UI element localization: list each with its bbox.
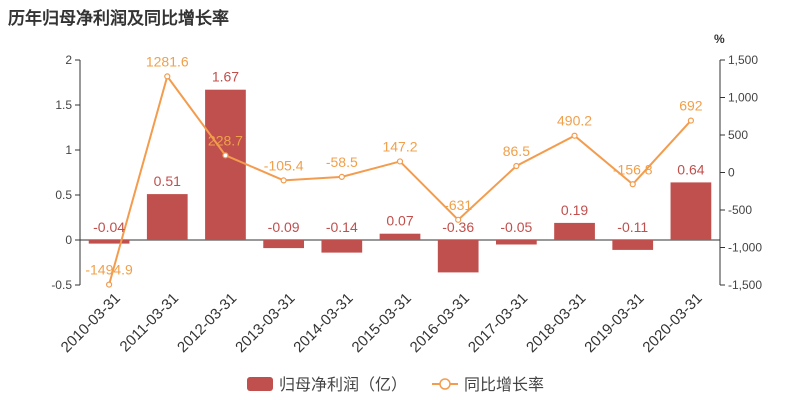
bar: [670, 182, 712, 240]
left-tick-label: 2: [65, 53, 72, 67]
right-tick-label: -500: [728, 203, 752, 217]
legend-bar-swatch: [247, 377, 273, 391]
line-value-label: 692: [679, 98, 703, 114]
line-value-label: -1494.9: [85, 262, 133, 278]
bar: [146, 194, 188, 240]
legend-line-label: 同比增长率: [464, 376, 544, 394]
x-tick-label: 2017-03-31: [465, 290, 531, 356]
right-tick-label: -1,500: [728, 278, 762, 292]
bar-value-label: 0.07: [386, 213, 413, 229]
bar-value-label: -0.11: [617, 219, 648, 235]
line-value-label: 1281.6: [146, 53, 189, 69]
line-point: [222, 152, 229, 159]
line-point: [455, 216, 462, 223]
line-point: [513, 162, 520, 170]
left-tick-label: 1: [65, 143, 72, 157]
x-tick-label: 2013-03-31: [232, 290, 298, 356]
bar: [263, 240, 304, 249]
line-point: [338, 173, 345, 180]
bar: [554, 222, 595, 240]
x-tick-label: 2011-03-31: [117, 290, 182, 355]
bar-value-label: -0.04: [93, 219, 125, 235]
bar: [612, 240, 654, 250]
bar-value-label: -0.09: [268, 219, 300, 235]
line-point: [687, 117, 695, 124]
right-tick-label: 1,500: [728, 53, 758, 67]
line-value-label: -58.5: [326, 154, 358, 170]
line-value-label: 86.5: [503, 143, 530, 159]
left-tick-label: -0.5: [51, 278, 72, 292]
bar-value-label: 1.67: [212, 69, 239, 85]
line-point: [571, 132, 578, 139]
right-tick-label: 0: [728, 166, 735, 180]
bar: [379, 233, 421, 240]
line-value-label: -631: [444, 197, 472, 213]
left-tick-label: 0: [65, 233, 72, 247]
right-tick-label: 500: [728, 128, 748, 142]
line-point: [396, 158, 404, 165]
bar: [205, 89, 246, 240]
bar: [496, 240, 537, 245]
left-tick-label: 1.5: [55, 98, 72, 112]
line-point: [280, 177, 287, 184]
bar-value-label: -0.14: [326, 219, 358, 235]
line-value-label: -156.8: [613, 161, 653, 177]
bar-value-label: -0.36: [442, 219, 474, 235]
line-point: [164, 73, 171, 80]
x-tick-label: 2019-03-31: [581, 290, 647, 356]
legend-line-marker: [439, 378, 451, 390]
bar-value-label: 0.19: [561, 202, 588, 218]
left-tick-label: 0.5: [55, 188, 72, 202]
line-point: [629, 181, 636, 188]
bar: [321, 240, 363, 253]
x-tick-label: 2014-03-31: [290, 290, 356, 356]
bar-value-label: -0.05: [500, 219, 532, 235]
line-value-label: -105.4: [264, 157, 304, 173]
line-value-label: 147.2: [382, 138, 417, 154]
x-tick-label: 2016-03-31: [407, 290, 473, 356]
bar: [437, 240, 479, 273]
chart-title: 历年归母净利润及同比增长率: [8, 9, 229, 28]
x-tick-label: 2010-03-31: [58, 290, 124, 356]
x-tick-label: 2015-03-31: [349, 290, 415, 356]
right-tick-label: 1,000: [728, 91, 758, 105]
bar-value-label: 0.64: [677, 161, 704, 177]
line-value-label: 228.7: [208, 132, 243, 148]
line-value-label: 490.2: [557, 113, 592, 129]
bar-value-label: 0.51: [154, 173, 181, 189]
legend-bar-label: 归母净利润（亿）: [279, 376, 407, 394]
x-tick-label: 2020-03-31: [639, 290, 705, 356]
growth-rate-line: [108, 74, 692, 285]
x-tick-label: 2012-03-31: [174, 290, 240, 356]
right-tick-label: -1,000: [728, 241, 762, 255]
x-tick-label: 2018-03-31: [523, 290, 589, 356]
line-point: [105, 281, 113, 288]
bar: [88, 240, 130, 244]
right-axis-unit: %: [714, 32, 725, 46]
